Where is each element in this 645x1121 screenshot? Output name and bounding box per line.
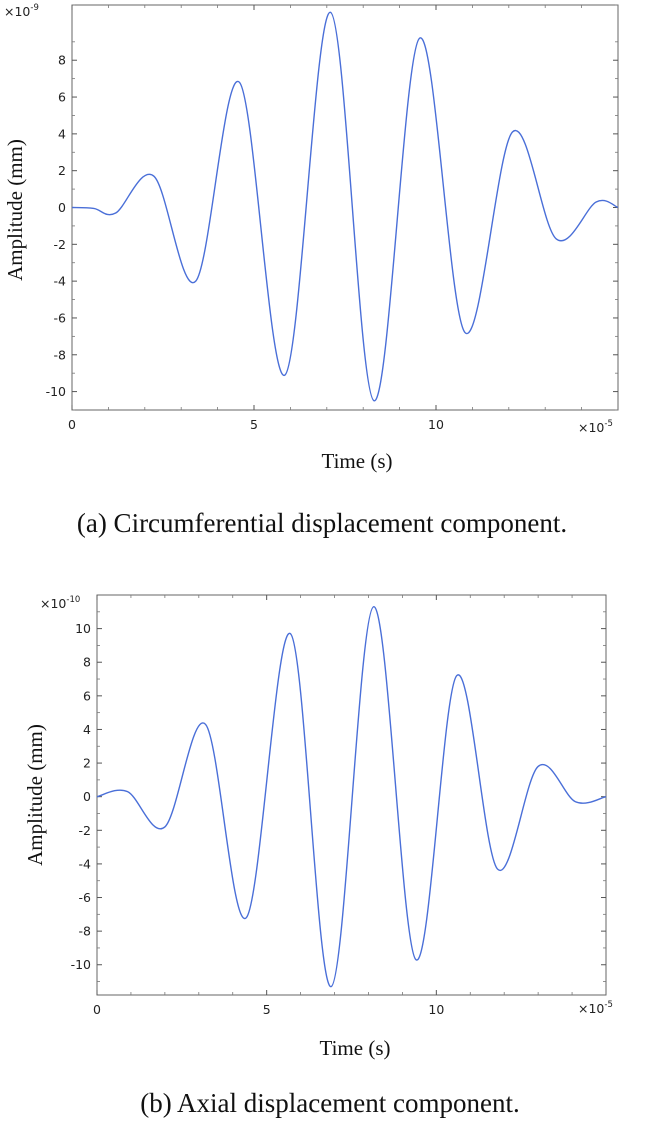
x-tick-label: 10 xyxy=(428,417,444,432)
y-tick-label: 2 xyxy=(58,163,66,178)
y-tick-label: -6 xyxy=(79,890,92,905)
y-tick-label: -4 xyxy=(54,274,67,289)
y-tick-label: -6 xyxy=(54,310,67,325)
y-multiplier: ×10-10 xyxy=(40,595,80,611)
x-tick-labels: 0 5 10 xyxy=(68,417,444,432)
y-tick-label: 6 xyxy=(83,688,91,703)
caption: (a) Circumferential displacement compone… xyxy=(77,508,567,538)
y-axis-label: Amplitude (mm) xyxy=(3,139,27,281)
plot-frame xyxy=(96,594,607,996)
series-line xyxy=(96,606,607,988)
y-tick-label: 10 xyxy=(75,621,91,636)
x-tick-label: 0 xyxy=(68,417,76,432)
y-tick-label: 6 xyxy=(58,90,66,105)
y-tick-label: -2 xyxy=(54,237,66,252)
series-line xyxy=(71,11,619,402)
y-tick-label: -8 xyxy=(54,347,67,362)
chart-circumferential: 8 6 4 2 0 -2 -4 -6 -8 -10 0 5 10 ×10-9 ×10-5 Time (… xyxy=(3,3,619,538)
x-axis-label: Time (s) xyxy=(322,449,393,473)
axis-ticks xyxy=(96,595,606,995)
y-multiplier: ×10-9 xyxy=(4,3,39,19)
y-tick-labels: 10 8 6 4 2 0 -2 -4 -6 -8 -10 xyxy=(71,621,91,972)
y-axis-label: Amplitude (mm) xyxy=(23,724,47,866)
x-axis-label: Time (s) xyxy=(320,1036,391,1060)
y-tick-label: -8 xyxy=(79,924,92,939)
y-tick-label: 0 xyxy=(58,200,66,215)
y-tick-label: 8 xyxy=(83,655,91,670)
x-multiplier: ×10-5 xyxy=(578,419,613,435)
caption: (b) Axial displacement component. xyxy=(140,1088,519,1118)
chart-axial: 10 8 6 4 2 0 -2 -4 -6 -8 -10 0 5 10 ×10-10 ×10-5 Tim… xyxy=(23,594,613,1118)
y-tick-label: -10 xyxy=(71,957,91,972)
x-tick-labels: 0 5 10 xyxy=(93,1002,444,1017)
y-tick-label: 2 xyxy=(83,756,91,771)
y-tick-label: 0 xyxy=(83,789,91,804)
x-tick-label: 5 xyxy=(250,417,258,432)
x-tick-label: 5 xyxy=(263,1002,271,1017)
x-multiplier: ×10-5 xyxy=(578,1000,613,1016)
y-tick-label: 4 xyxy=(58,126,66,141)
y-tick-label: 8 xyxy=(58,53,66,68)
x-tick-label: 0 xyxy=(93,1002,101,1017)
plot-frame xyxy=(71,4,619,411)
axis-ticks xyxy=(71,4,618,411)
y-tick-label: 4 xyxy=(83,722,91,737)
y-tick-label: -10 xyxy=(46,384,66,399)
y-tick-labels: 8 6 4 2 0 -2 -4 -6 -8 -10 xyxy=(46,53,66,399)
y-tick-label: -4 xyxy=(79,856,92,871)
x-tick-label: 10 xyxy=(428,1002,444,1017)
y-tick-label: -2 xyxy=(79,823,91,838)
